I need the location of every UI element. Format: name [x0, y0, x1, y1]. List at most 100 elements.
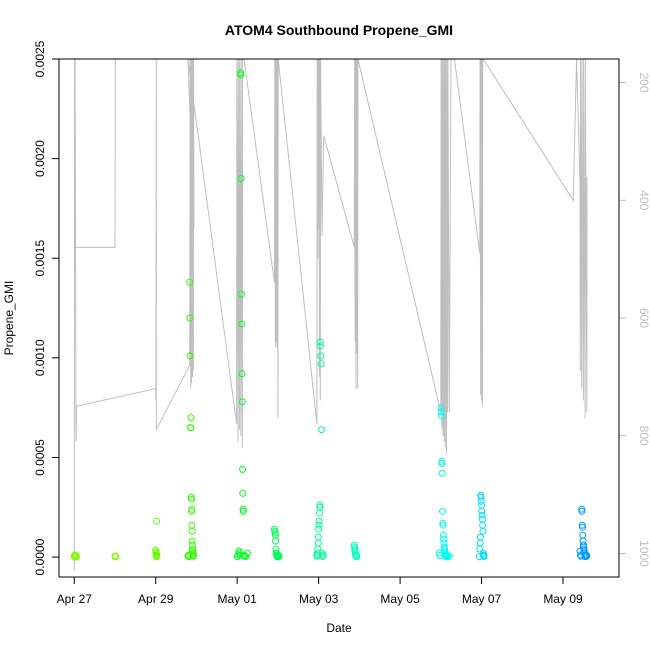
data-point — [353, 553, 361, 560]
data-point — [153, 551, 161, 559]
data-point — [234, 551, 242, 559]
data-point — [188, 527, 196, 535]
data-point — [579, 523, 586, 531]
data-point — [478, 501, 485, 509]
data-point — [479, 527, 487, 535]
data-point — [583, 552, 591, 559]
data-point — [478, 511, 486, 519]
y-tick-label: 0.0005 — [33, 439, 47, 476]
data-point — [239, 507, 247, 515]
right-tick-label: 800 — [637, 426, 650, 446]
data-point — [437, 412, 445, 420]
data-point — [316, 338, 324, 346]
data-point — [317, 360, 325, 368]
data-point — [239, 465, 247, 473]
data-point — [316, 509, 323, 517]
data-point — [317, 342, 325, 350]
data-point — [476, 545, 484, 553]
data-point — [314, 539, 322, 547]
x-tick-label: Apr 27 — [57, 592, 93, 606]
data-point — [477, 497, 485, 505]
data-point — [439, 521, 447, 529]
data-point — [187, 424, 195, 432]
data-point — [189, 549, 197, 557]
data-point — [476, 533, 484, 541]
data-point — [238, 370, 246, 378]
y-tick-label: 0.0015 — [33, 240, 47, 277]
data-point — [238, 398, 246, 406]
data-point — [477, 493, 485, 501]
x-tick-label: May 07 — [462, 592, 502, 606]
y-tick-label: 0.0020 — [33, 140, 47, 177]
x-axis-label: Date — [326, 621, 352, 635]
y-tick-label: 0.0000 — [33, 538, 47, 575]
data-point — [479, 521, 487, 529]
data-point — [190, 552, 198, 559]
data-point — [188, 537, 196, 545]
x-tick-label: May 05 — [380, 592, 420, 606]
right-tick-label: 400 — [637, 190, 650, 210]
data-point — [438, 459, 446, 467]
data-point — [185, 553, 193, 561]
data-point — [237, 175, 245, 182]
chart-title: ATOM4 Southbound Propene_GMI — [225, 22, 453, 38]
x-tick-label: May 01 — [218, 592, 258, 606]
data-point — [319, 551, 327, 559]
data-point — [237, 71, 245, 79]
data-point — [272, 537, 280, 545]
data-point — [186, 314, 194, 322]
data-point — [243, 549, 251, 557]
data-point — [478, 507, 486, 515]
pressure-trace-line — [73, 58, 588, 572]
x-tick-label: May 03 — [299, 592, 339, 606]
x-tick-label: Apr 29 — [138, 592, 174, 606]
right-tick-label: 200 — [637, 72, 650, 92]
data-point — [112, 553, 120, 561]
data-point — [186, 352, 194, 360]
data-point — [237, 290, 245, 298]
data-point — [186, 278, 194, 286]
data-point — [315, 517, 323, 525]
data-point — [188, 521, 196, 529]
data-point — [315, 521, 323, 529]
data-point — [187, 493, 195, 501]
data-point — [238, 320, 246, 328]
pressure-trace-layer — [73, 58, 588, 572]
data-point — [314, 533, 322, 541]
data-point — [438, 469, 446, 477]
data-point — [475, 553, 483, 561]
data-point — [239, 489, 247, 497]
data-points-layer — [70, 69, 591, 561]
data-point — [73, 553, 80, 561]
data-point — [275, 553, 283, 561]
data-point — [437, 404, 445, 412]
data-point — [153, 517, 161, 525]
data-point — [242, 553, 250, 560]
y-axis-label: Propene_GMI — [2, 281, 16, 356]
data-point — [476, 539, 484, 547]
data-point — [576, 547, 584, 555]
data-point — [318, 426, 325, 434]
plot-frame — [58, 58, 620, 578]
data-point — [188, 495, 195, 503]
data-point — [579, 531, 587, 539]
data-point — [317, 352, 325, 360]
data-point — [480, 552, 488, 559]
data-point — [440, 535, 448, 543]
data-point — [436, 552, 444, 559]
data-point — [445, 553, 453, 560]
data-point — [439, 507, 446, 515]
data-point — [187, 414, 195, 422]
x-tick-label: May 09 — [543, 592, 583, 606]
axes-layer: Apr 27 Apr 29 May 01 May 03 May 05 May 07 May … — [33, 40, 650, 606]
data-point — [437, 408, 445, 416]
data-point — [578, 507, 586, 515]
y-tick-label: 0.0010 — [33, 339, 47, 376]
right-tick-label: 600 — [637, 308, 650, 328]
data-point — [439, 531, 447, 539]
right-tick-label: 1000 — [637, 540, 650, 567]
data-point — [188, 505, 196, 513]
y-tick-label: 0.0025 — [33, 40, 47, 77]
data-point — [315, 525, 323, 533]
